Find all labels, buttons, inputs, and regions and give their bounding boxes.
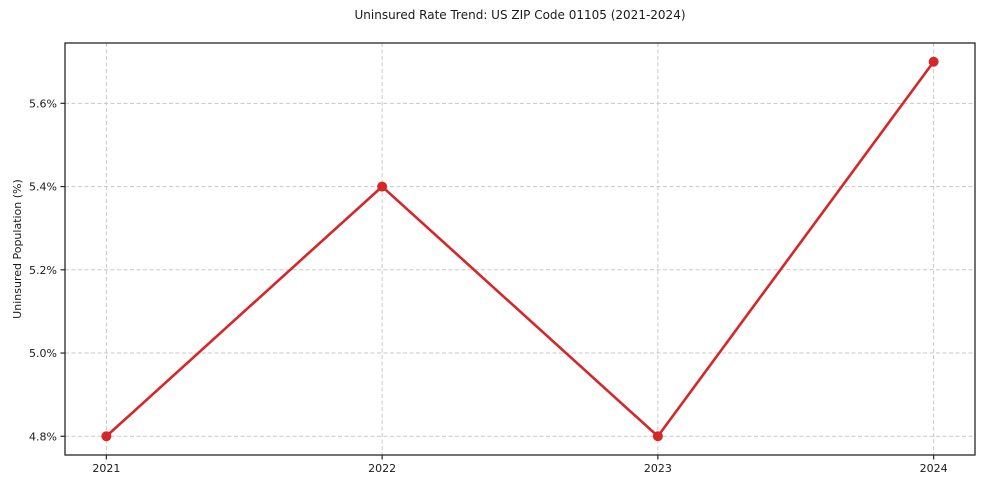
y-tick-label: 5.0%	[29, 347, 57, 360]
x-tick-label: 2022	[368, 462, 396, 475]
x-tick-label: 2024	[920, 462, 948, 475]
data-point-marker	[928, 56, 939, 67]
data-point-marker	[101, 431, 112, 442]
data-point-marker	[652, 431, 663, 442]
y-tick-label: 5.4%	[29, 181, 57, 194]
plot-background	[65, 43, 975, 455]
plot-border	[64, 42, 976, 456]
y-tick-label: 5.6%	[29, 97, 57, 110]
trend-line	[105, 60, 935, 438]
y-tick-label: 5.2%	[29, 264, 57, 277]
data-point-marker	[377, 181, 388, 192]
x-tick-label: 2023	[644, 462, 672, 475]
x-tick-label: 2021	[92, 462, 120, 475]
y-tick-label: 4.8%	[29, 430, 57, 443]
chart-title: Uninsured Rate Trend: US ZIP Code 01105 …	[354, 8, 686, 22]
